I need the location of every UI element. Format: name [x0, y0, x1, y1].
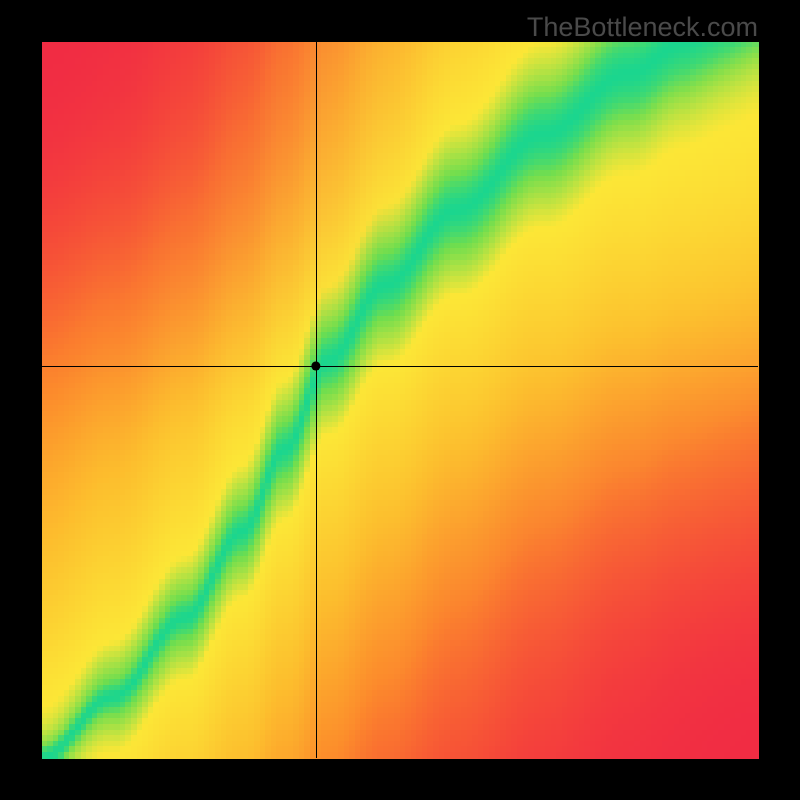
chart-container: TheBottleneck.com [0, 0, 800, 800]
watermark-text: TheBottleneck.com [527, 12, 758, 43]
bottleneck-heatmap [0, 0, 800, 800]
